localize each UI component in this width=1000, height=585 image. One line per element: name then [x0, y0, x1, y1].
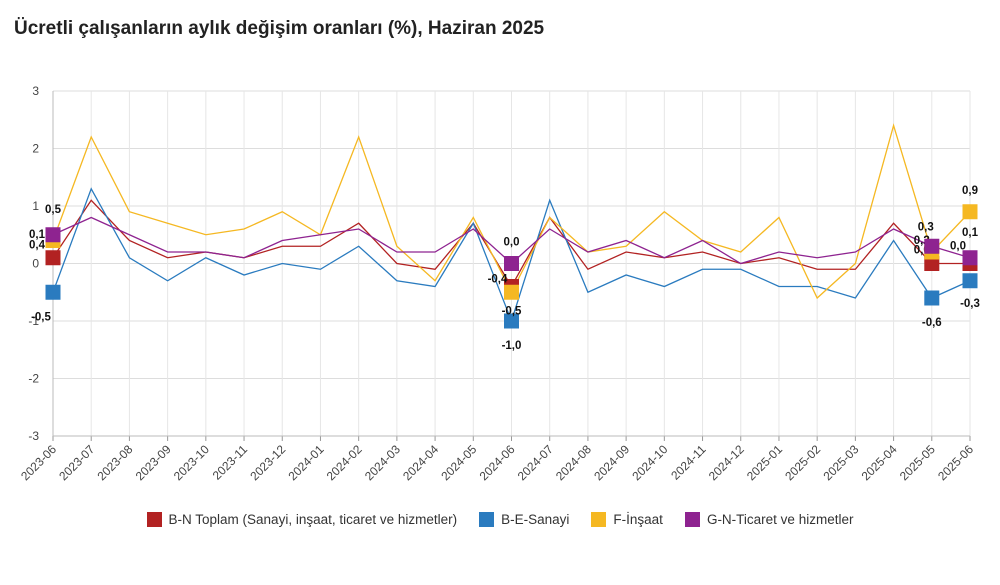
legend-item-1[interactable]: B-E-Sanayi — [479, 512, 569, 527]
legend-item-2[interactable]: F-İnşaat — [591, 512, 663, 527]
series-2-data-label: 0,4 — [29, 240, 46, 252]
chart-title: Ücretli çalışanların aylık değişim oranl… — [14, 18, 545, 39]
y-tick-label: -3 — [28, 429, 39, 443]
series-3-marker — [962, 250, 978, 266]
series-2-marker — [504, 284, 519, 300]
x-tick-label: 2024-04 — [400, 442, 441, 483]
x-tick-label: 2024-06 — [477, 442, 518, 483]
series-1-marker — [45, 284, 61, 300]
y-tick-label: 3 — [32, 84, 39, 98]
series-3-marker — [924, 238, 940, 254]
x-tick-label: 2024-05 — [438, 442, 479, 483]
x-tick-label: 2023-09 — [133, 442, 174, 483]
series-2-data-label: 0,9 — [962, 185, 978, 197]
legend-swatch — [146, 512, 162, 527]
x-tick-label: 2023-10 — [171, 442, 212, 483]
series-0-marker — [924, 256, 940, 271]
x-tick-label: 2024-02 — [324, 442, 365, 483]
line-chart: 3210-1-2-32023-062023-072023-082023-0920… — [18, 84, 980, 483]
series-3-data-label: 0,1 — [962, 227, 979, 239]
series-3-marker — [45, 227, 61, 243]
series-2-data-label: -0,5 — [502, 305, 522, 317]
legend-swatch — [684, 512, 700, 527]
series-2-marker — [962, 204, 978, 220]
x-tick-label: 2024-08 — [553, 442, 594, 483]
y-tick-label: -1 — [28, 314, 39, 328]
y-tick-label: 2 — [32, 142, 39, 156]
series-0-marker — [45, 250, 61, 266]
series-3-data-label: 0,0 — [504, 237, 520, 249]
legend-label: G-N-Ticaret ve hizmetler — [706, 512, 854, 527]
x-tick-label: 2023-08 — [94, 442, 135, 483]
series-1-marker — [504, 313, 519, 329]
x-tick-label: 2024-09 — [591, 442, 632, 483]
series-1-data-label: -0,5 — [31, 311, 51, 323]
y-tick-label: 0 — [32, 257, 39, 271]
legend-item-0[interactable]: B-N Toplam (Sanayi, inşaat, ticaret ve h… — [146, 512, 458, 527]
x-tick-label: 2025-05 — [897, 442, 938, 483]
x-tick-label: 2023-07 — [56, 442, 97, 483]
series-1-data-label: -0,6 — [922, 317, 942, 329]
x-tick-label: 2025-01 — [744, 442, 785, 483]
series-1-data-label: -1,0 — [502, 340, 522, 352]
series-1-marker — [962, 273, 978, 289]
x-tick-label: 2025-03 — [820, 442, 861, 483]
x-tick-label: 2025-06 — [935, 442, 976, 483]
x-tick-label: 2024-10 — [629, 442, 670, 483]
y-tick-label: 1 — [32, 199, 39, 213]
x-tick-label: 2024-01 — [286, 442, 327, 483]
series-1-marker — [924, 290, 940, 306]
series-0-data-label: 0,0 — [950, 241, 966, 253]
series-3-data-label: 0,5 — [45, 204, 62, 216]
x-tick-label: 2023-11 — [210, 442, 251, 483]
chart-legend: B-N Toplam (Sanayi, inşaat, ticaret ve h… — [0, 512, 1000, 527]
x-tick-label: 2023-12 — [247, 442, 288, 483]
x-tick-label: 2024-07 — [515, 442, 556, 483]
legend-label: B-E-Sanayi — [501, 512, 570, 527]
legend-item-3[interactable]: G-N-Ticaret ve hizmetler — [684, 512, 854, 527]
series-3-marker — [504, 256, 519, 271]
y-tick-label: -2 — [28, 372, 39, 386]
x-tick-label: 2024-11 — [668, 442, 709, 483]
series-0-data-label: -0,4 — [488, 274, 508, 286]
series-1-data-label: -0,3 — [960, 298, 980, 310]
legend-label: B-N Toplam (Sanayi, inşaat, ticaret ve h… — [168, 512, 458, 527]
legend-label: F-İnşaat — [613, 512, 663, 527]
legend-swatch — [591, 512, 607, 527]
x-tick-label: 2024-12 — [706, 442, 747, 483]
series-3-data-label: 0,3 — [918, 221, 934, 233]
x-tick-label: 2023-06 — [18, 442, 59, 483]
x-tick-label: 2025-04 — [859, 442, 900, 483]
series-0-data-label: 0,1 — [29, 229, 46, 241]
x-tick-label: 2024-03 — [362, 442, 403, 483]
legend-swatch — [479, 512, 495, 527]
x-tick-label: 2025-02 — [782, 442, 823, 483]
